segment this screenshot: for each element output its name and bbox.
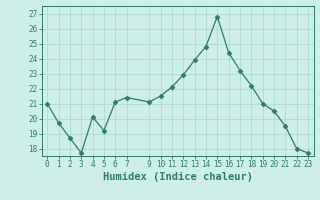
X-axis label: Humidex (Indice chaleur): Humidex (Indice chaleur) — [103, 172, 252, 182]
